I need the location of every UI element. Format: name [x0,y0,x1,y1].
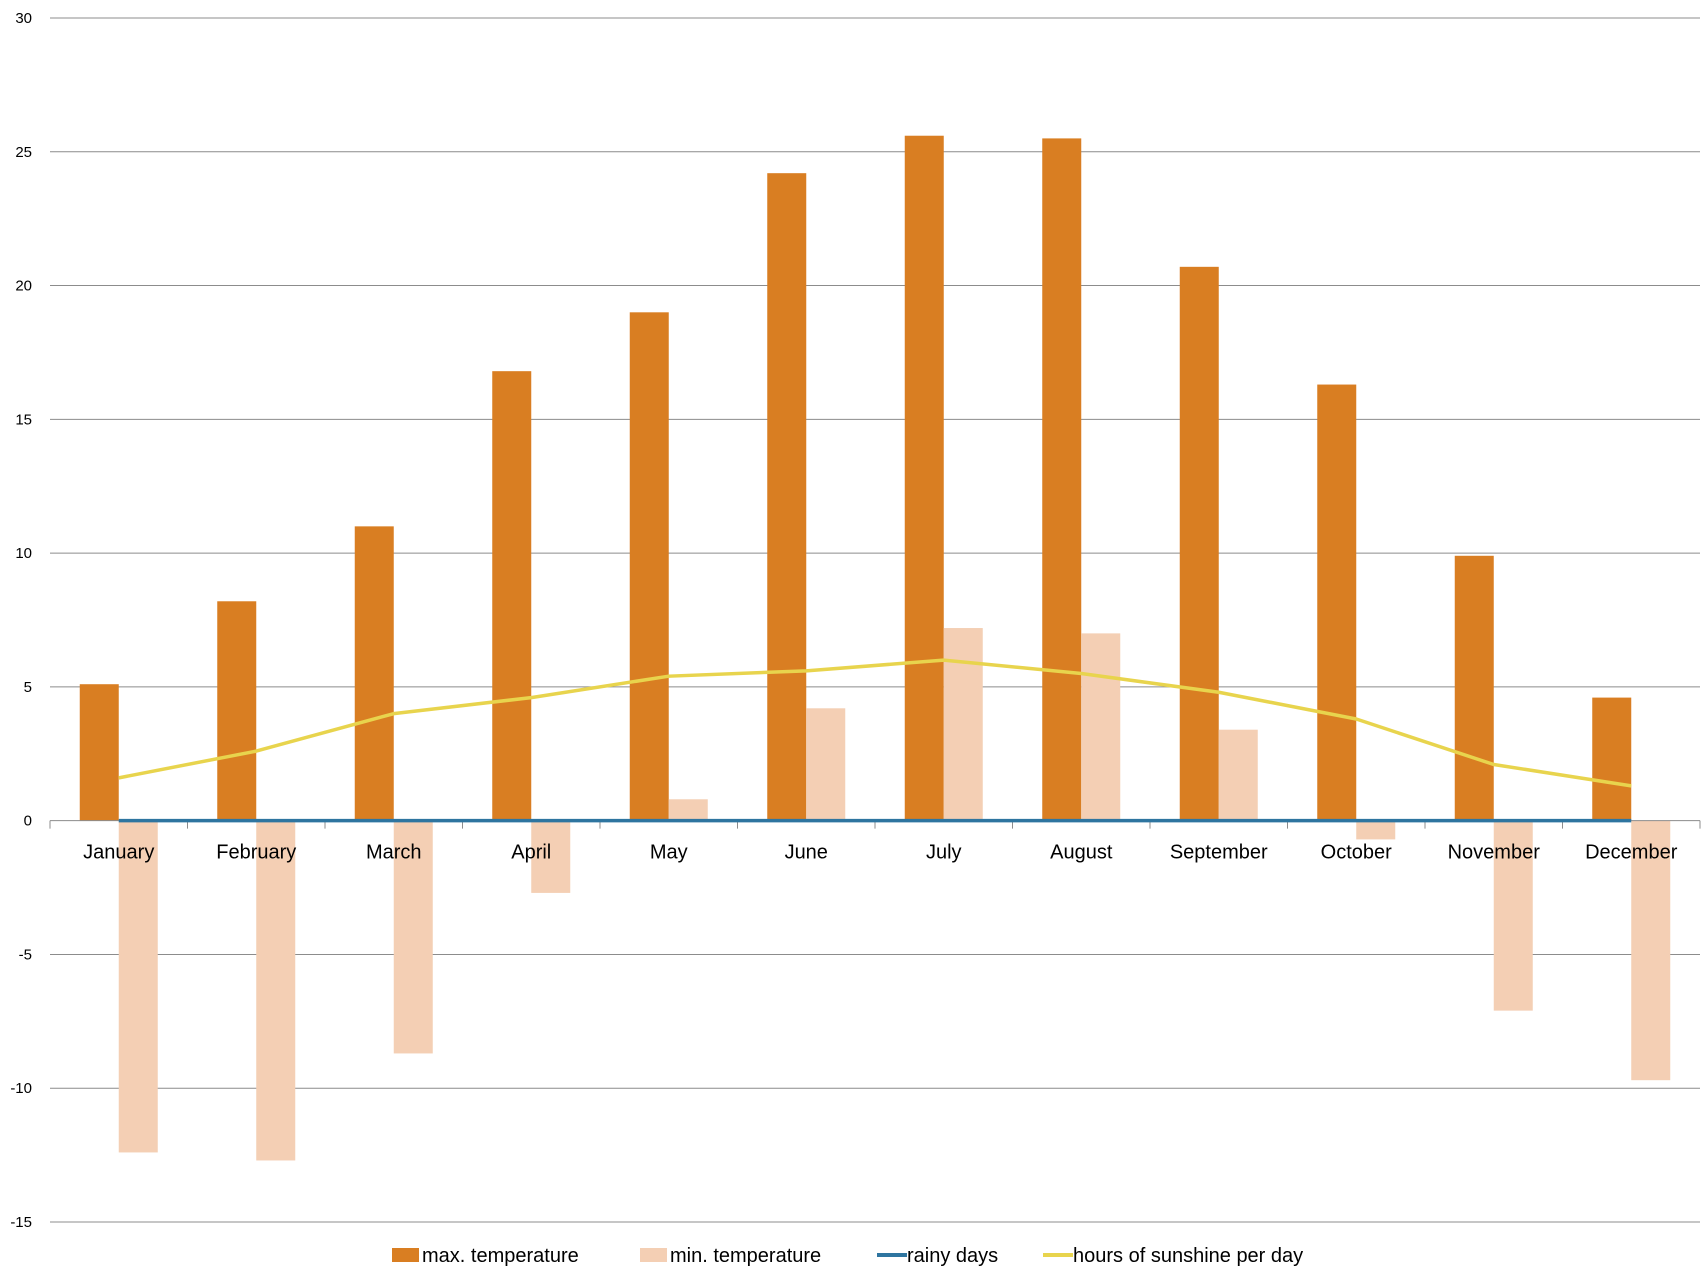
legend-label: min. temperature [670,1245,821,1267]
min-temperature-bar [1081,633,1121,821]
x-category-label: June [785,842,828,864]
max-temperature-bar [629,312,669,821]
min-temperature-bar [531,820,571,893]
gridlines [50,17,1700,1223]
lines [118,658,1632,823]
x-category-label: January [83,842,154,864]
x-category-label: July [926,842,962,864]
max-temperature-bar [767,173,807,821]
min-temperature-bar [1493,820,1533,1011]
y-axis-ticks: 30 25 20 15 10 5 0 -5 -10 -15 [10,10,32,1231]
x-category-label: February [216,842,296,864]
max-temperature-bar [79,684,119,821]
min-temperature-bar [256,820,296,1161]
min-temperature-bar [1218,729,1258,821]
min-temperature-bar [806,708,846,821]
min-temperature-bar [1356,820,1396,840]
y-tick-label: 15 [15,411,32,428]
legend-swatch [392,1248,419,1262]
x-category-label: September [1170,842,1268,864]
max-temperature-bar [904,135,944,821]
max-temperature-bar [217,601,257,821]
legend-label: rainy days [907,1245,998,1267]
y-tick-label: 30 [15,10,32,27]
max-temperature-bar [1179,266,1219,821]
legend-label: hours of sunshine per day [1073,1245,1303,1267]
max-temperature-bar [492,371,532,821]
y-tick-label: 5 [24,679,32,696]
y-tick-label: 25 [15,144,32,161]
x-category-label: November [1448,842,1541,864]
min-temperature-bar [943,628,983,821]
legend: max. temperature min. temperature rainy da… [392,1245,1303,1267]
max-temperature-bar [1592,697,1632,821]
legend-swatch [640,1248,667,1262]
max-temperature-bar [1317,384,1357,821]
sunshine-hours-line [118,658,1632,788]
min-temperature-bar [668,799,708,821]
x-category-label: August [1050,842,1113,864]
y-tick-label: -5 [19,946,32,963]
y-tick-label: 20 [15,278,32,295]
y-tick-label: 0 [24,813,32,830]
x-category-label: October [1321,842,1392,864]
x-axis-labels: January February March April May June July Augu… [83,842,1678,864]
min-temperature-bar [393,820,433,1054]
legend-label: max. temperature [422,1245,579,1267]
max-temperature-bar [1042,138,1082,821]
max-temperature-bar [1454,555,1494,821]
y-tick-label: -10 [10,1080,32,1097]
min-temperature-bar [1631,820,1671,1081]
x-category-label: May [650,842,688,864]
bars [79,135,1671,1161]
x-category-label: December [1585,842,1678,864]
max-temperature-bar [354,526,394,821]
y-tick-label: 10 [15,545,32,562]
min-temperature-bar [118,820,158,1153]
x-category-label: March [366,842,422,864]
x-category-label: April [511,842,551,864]
y-tick-label: -15 [10,1214,32,1231]
